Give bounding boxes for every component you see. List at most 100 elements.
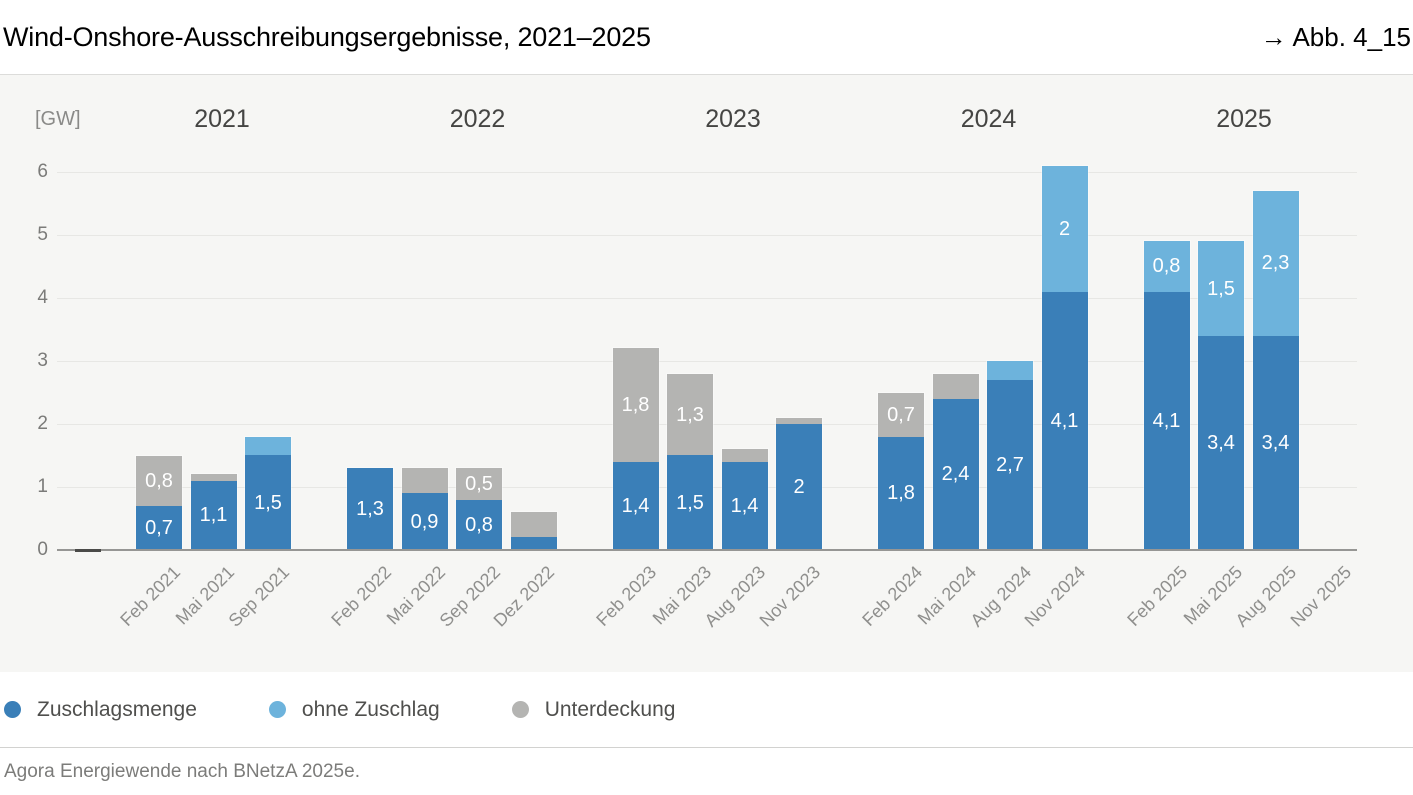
gridline-3 (57, 361, 1357, 362)
year-header-2024: 2024 (960, 105, 1017, 133)
legend-item-zuschlagsmenge: Zuschlagsmenge (4, 698, 197, 722)
segment-zuschlagsmenge-sep-2022: 0,8 (456, 499, 502, 550)
segment-zuschlagsmenge-mai-2022: 0,9 (401, 493, 448, 550)
segment-zuschlagsmenge-mai-2023: 1,5 (667, 455, 713, 550)
x-tick-label-feb-2021: Feb 2021 (116, 562, 185, 630)
legend-item-ohne-zuschlag: ohne Zuschlag (268, 697, 440, 722)
value-label: 2,3 (1261, 252, 1290, 275)
y-tick-label-3: 3 (37, 350, 48, 371)
x-tick-label-feb-2023: Feb 2023 (592, 562, 661, 630)
segment-unterdeckung-feb-2021: 0,8 (136, 455, 182, 506)
y-tick-label-1: 1 (37, 476, 48, 497)
gridline-6 (57, 172, 1357, 173)
value-label: 0,8 (1152, 255, 1181, 278)
segment-unterdeckung-aug-2023 (721, 449, 768, 462)
segment-zuschlagsmenge-aug-2025: 3,4 (1252, 335, 1299, 550)
x-axis-baseline (57, 549, 1357, 551)
legend-dot-icon (511, 701, 529, 718)
x-tick-label-feb-2025: Feb 2025 (1123, 562, 1192, 630)
value-label: 1,4 (621, 494, 650, 517)
title-bar: Wind-Onshore-Ausschreibungsergebnisse, 2… (0, 0, 1413, 75)
value-label: 1,3 (676, 403, 704, 426)
value-label: 1,1 (199, 504, 228, 527)
value-label: 0,7 (145, 516, 173, 539)
bar-mai-2021: 1,1 (189, 473, 238, 551)
value-label: 4,1 (1152, 409, 1181, 432)
figure-reference: → Abb. 4_15 (1260, 21, 1411, 52)
legend-dot-icon (268, 701, 286, 718)
bar-mai-2024: 2,4 (931, 372, 980, 551)
bar-feb-2025: 0,8 4,1 (1142, 240, 1191, 551)
segment-zuschlagsmenge-aug-2024: 2,7 (987, 379, 1033, 550)
value-label: 4,1 (1050, 409, 1079, 432)
value-label: 2 (1058, 217, 1071, 240)
y-tick-label-0: 0 (37, 539, 48, 560)
bar-mai-2025: 1,5 3,4 (1197, 240, 1245, 551)
value-label: 2,4 (941, 463, 970, 486)
segment-zuschlagsmenge-mai-2024: 2,4 (932, 398, 979, 550)
legend: Zuschlagsmenge ohne Zuschlag Unterdeckung (0, 672, 1413, 747)
segment-zuschlagsmenge-feb-2023: 1,4 (612, 461, 659, 550)
value-label: 2,7 (996, 453, 1024, 476)
chart-panel: [GW] 0 1 2 3 4 5 6 2021 2022 2023 2024 2025 0,8 0,7 Fe… (0, 75, 1413, 672)
segment-unterdeckung-mai-2024 (932, 373, 979, 399)
segment-unterdeckung-sep-2022: 0,5 (456, 468, 502, 500)
segment-zuschlagsmenge-nov-2024: 4,1 (1041, 291, 1088, 550)
legend-label: Unterdeckung (544, 697, 676, 721)
segment-unterdeckung-mai-2021 (190, 474, 237, 481)
segment-zuschlagsmenge-feb-2024: 1,8 (878, 436, 924, 550)
value-label: 1,3 (356, 498, 384, 521)
x-tick-label-feb-2022: Feb 2022 (327, 562, 396, 630)
value-label: 1,4 (730, 494, 759, 517)
value-label: 0,7 (887, 403, 915, 426)
legend-item-unterdeckung: Unterdeckung (511, 697, 676, 722)
bar-nov-2023: 2 (775, 416, 823, 551)
bar-sep-2021: 1,5 (244, 435, 292, 551)
value-label: 3,4 (1261, 431, 1290, 454)
segment-ohne-zuschlag-aug-2024 (987, 361, 1033, 380)
year-header-2023: 2023 (705, 105, 761, 133)
value-label: 0,9 (410, 510, 439, 533)
segment-zuschlagsmenge-dez-2022 (510, 537, 557, 550)
value-label: 0,8 (465, 513, 493, 536)
page-title: Wind-Onshore-Ausschreibungsergebnisse, 2… (3, 21, 651, 52)
value-label: 1,5 (254, 491, 282, 514)
y-tick-label-6: 6 (37, 161, 48, 182)
segment-zuschlagsmenge-feb-2021: 0,7 (136, 505, 182, 550)
year-header-2021: 2021 (194, 105, 250, 133)
source-text: Agora Energiewende nach BNetzA 2025e. (4, 761, 360, 782)
bar-feb-2023: 1,8 1,4 (611, 347, 660, 551)
value-label: 1,8 (621, 394, 650, 417)
legend-label: ohne Zuschlag (301, 697, 440, 721)
segment-unterdeckung-mai-2023: 1,3 (667, 373, 713, 456)
segment-unterdeckung-nov-2023 (776, 417, 822, 424)
segment-ohne-zuschlag-sep-2021 (245, 436, 291, 456)
value-label: 1,8 (887, 482, 915, 505)
legend-label: Zuschlagsmenge (37, 697, 197, 721)
segment-ohne-zuschlag-mai-2025: 1,5 (1198, 241, 1244, 336)
segment-ohne-zuschlag-nov-2024: 2 (1041, 165, 1088, 292)
bar-aug-2024: 2,7 (986, 360, 1034, 551)
value-label: 1,5 (1207, 277, 1235, 300)
segment-zuschlagsmenge-aug-2023: 1,4 (721, 461, 768, 550)
value-label: 0,8 (145, 469, 173, 492)
segment-zuschlagsmenge-mai-2021: 1,1 (190, 480, 237, 550)
bar-mai-2023: 1,3 1,5 (666, 372, 714, 551)
y-tick-label-2: 2 (37, 413, 48, 434)
segment-unterdeckung-mai-2022 (401, 468, 448, 494)
x-tick-label-feb-2024: Feb 2024 (858, 562, 927, 630)
year-header-2025: 2025 (1216, 105, 1272, 133)
segment-zuschlagsmenge-feb-2022: 1,3 (347, 468, 393, 550)
bar-feb-2021: 0,8 0,7 (135, 454, 183, 551)
x-axis-origin-tick (75, 549, 101, 552)
segment-zuschlagsmenge-sep-2021: 1,5 (245, 455, 291, 550)
value-label: 1,5 (676, 491, 704, 514)
year-header-2022: 2022 (449, 105, 506, 133)
gridline-5 (57, 235, 1357, 236)
segment-zuschlagsmenge-mai-2025: 3,4 (1198, 335, 1244, 550)
segment-unterdeckung-feb-2024: 0,7 (878, 392, 924, 437)
segment-zuschlagsmenge-feb-2025: 4,1 (1143, 291, 1190, 550)
y-axis-unit-label: [GW] (35, 108, 81, 130)
bar-dez-2022 (509, 511, 558, 551)
segment-unterdeckung-dez-2022 (510, 512, 557, 538)
